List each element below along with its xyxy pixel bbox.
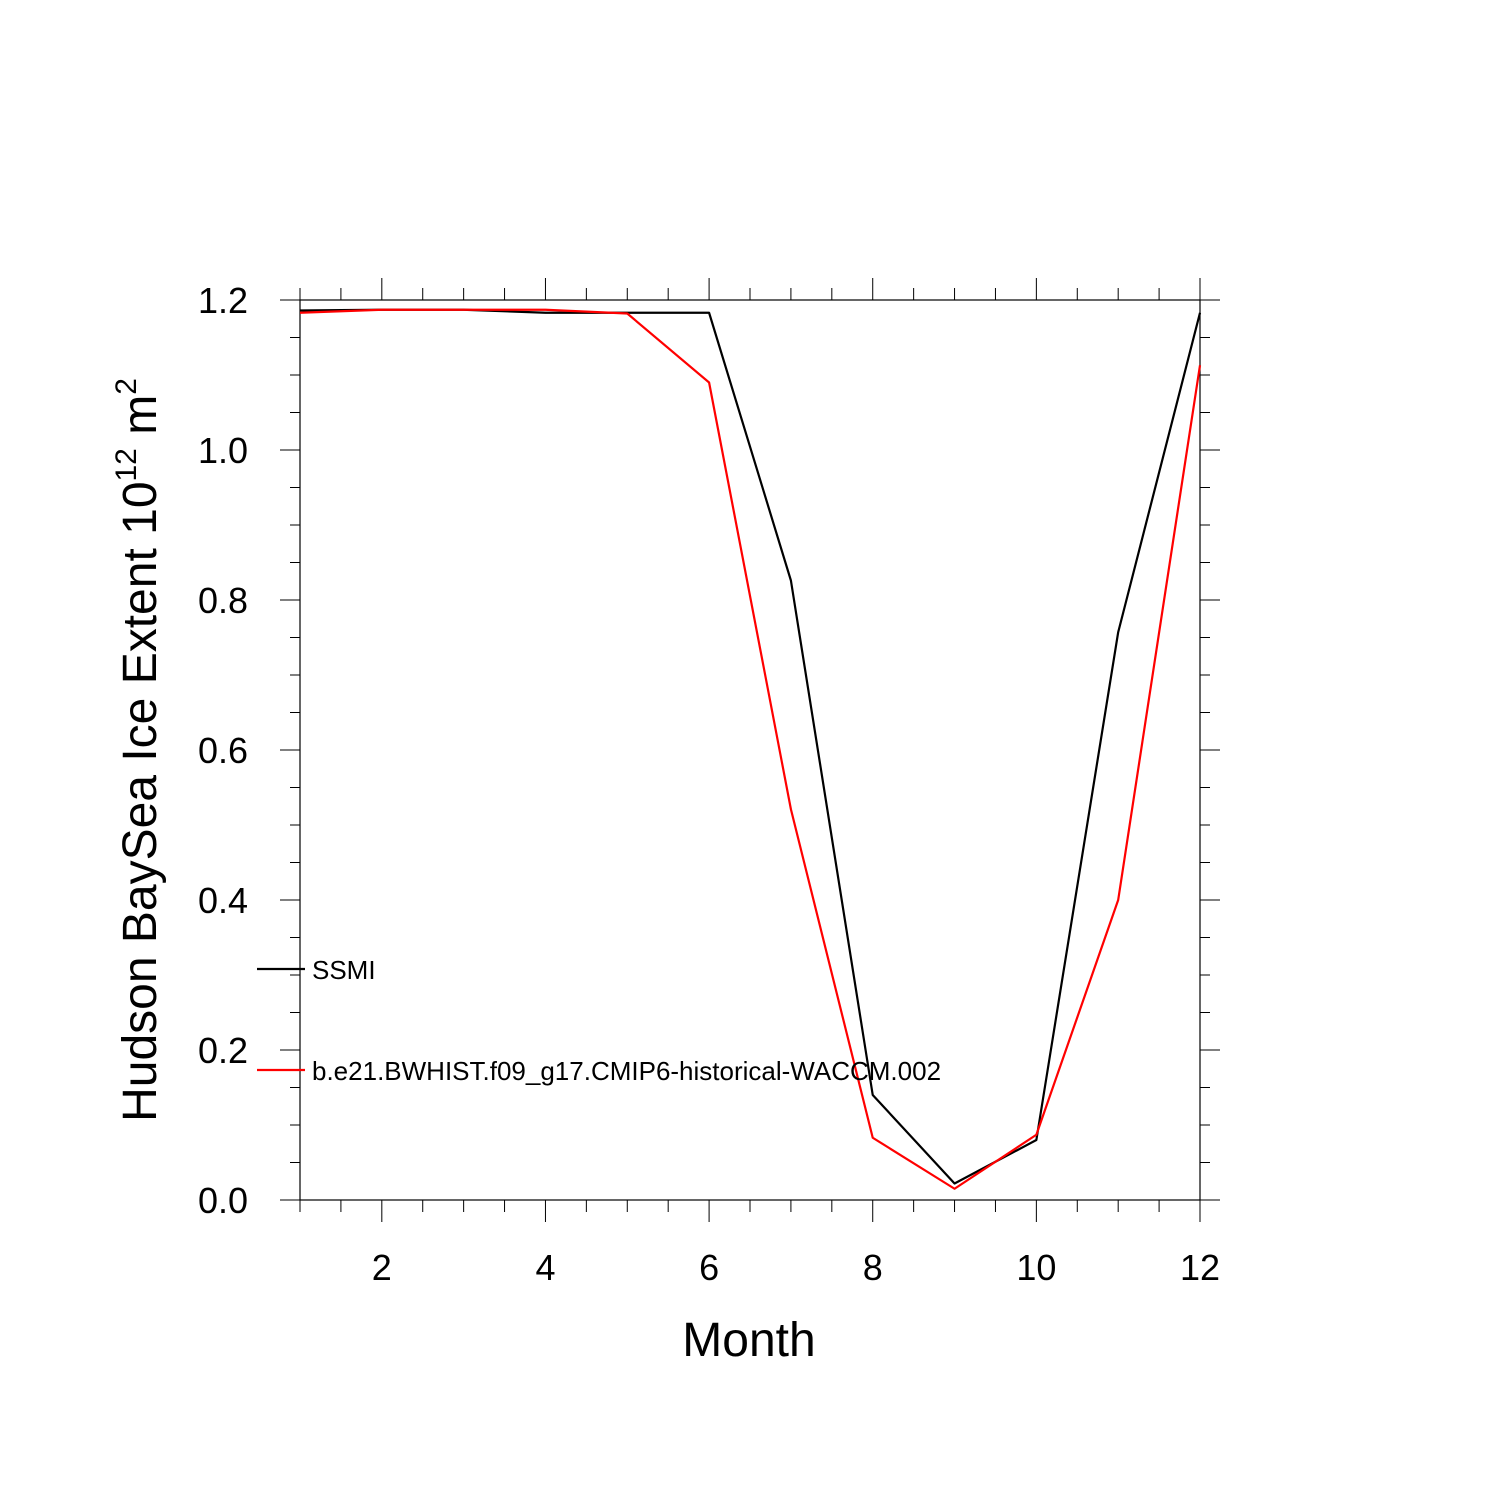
y-axis-title: Hudson BaySea Ice Extent 1012 m2 [110,378,167,1122]
x-tick-label: 12 [1180,1247,1220,1288]
legend: SSMI b.e21.BWHIST.f09_g17.CMIP6-historica… [257,955,941,1086]
legend-label-2: b.e21.BWHIST.f09_g17.CMIP6-historical-WA… [312,1056,941,1086]
y-axis-title-exponent-1: 12 [110,448,143,481]
y-tick-label: 0.6 [198,730,248,771]
y-tick-label: 1.0 [198,430,248,471]
y-tick-label: 0.2 [198,1030,248,1071]
x-tick-label: 6 [699,1247,719,1288]
y-tick-label: 0.8 [198,580,248,621]
y-axis-title-unit: m [114,395,167,448]
series-lines [299,308,1202,1190]
x-tick-label: 2 [372,1247,392,1288]
x-tick-label: 8 [863,1247,883,1288]
y-tick-label: 0.4 [198,880,248,921]
y-tick-label: 1.2 [198,280,248,321]
y-axis-title-exponent-2: 2 [110,378,143,395]
x-tick-label: 4 [535,1247,555,1288]
y-tick-label: 0.0 [198,1180,248,1221]
axes: 2 4 6 8 10 12 0.0 0.2 0.4 0.6 0.8 1.0 1.2 [198,278,1220,1288]
y-axis-title-main: Hudson BaySea Ice Extent 10 [114,481,167,1121]
x-axis-title: Month [682,1314,815,1367]
series-line-2 [299,308,1202,1190]
x-tick-label: 10 [1016,1247,1056,1288]
legend-label-1: SSMI [312,955,376,985]
